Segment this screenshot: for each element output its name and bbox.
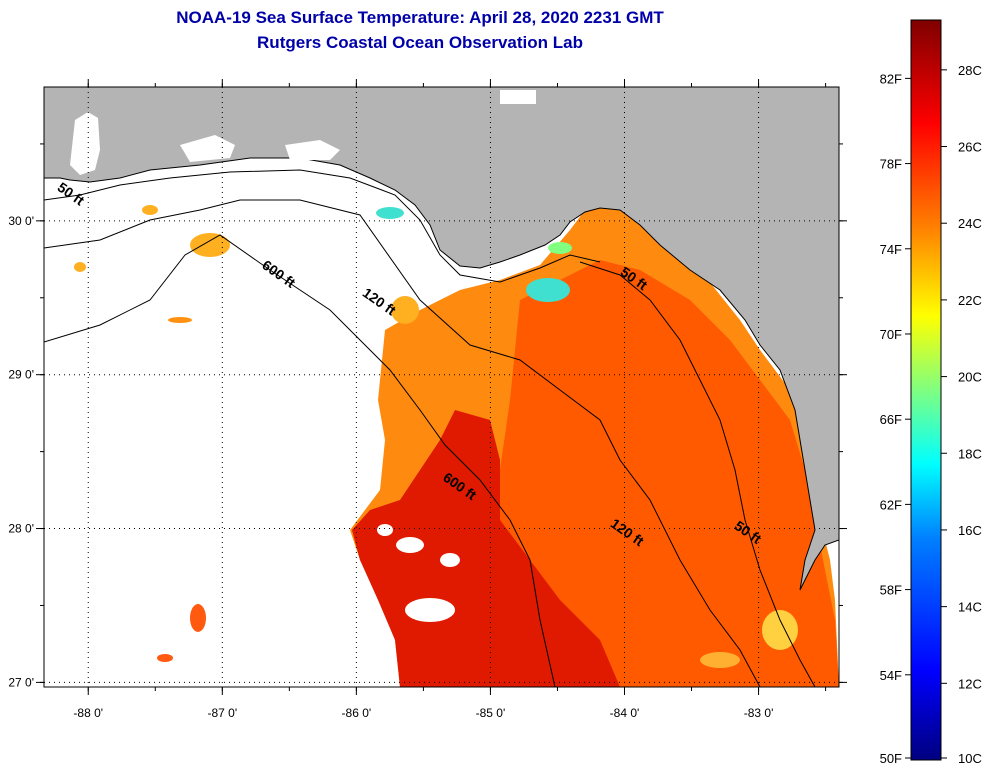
colorbar-fahrenheit-label: 54F (880, 668, 902, 683)
lon-tick-label: -88 0' (73, 706, 103, 720)
cloud-gap (377, 524, 393, 536)
cloud-gap (405, 598, 455, 622)
sst-patch (391, 296, 419, 324)
colorbar-fahrenheit-label: 66F (880, 412, 902, 427)
lon-tick-label: -85 0' (476, 706, 506, 720)
sst-patch (157, 654, 173, 662)
axis-ticks: -88 0' -87 0' -86 0' -85 0' -84 0' -83 0' 27 0… (8, 79, 847, 720)
colorbar-celsius-label: 16C (958, 523, 982, 538)
colorbar-fahrenheit-label: 74F (880, 242, 902, 257)
sst-patch (74, 262, 86, 272)
colorbar-labels: 28C 26C 24C 22C 20C 18C 16C 14C 12C 10C 82F 78F 74F 7… (880, 63, 982, 766)
colorbar-celsius-label: 18C (958, 446, 982, 461)
cloud-over-land (500, 90, 536, 104)
bay-water (285, 140, 340, 160)
cool-water-patch (376, 207, 404, 219)
cloud-gap (440, 553, 460, 567)
bay-water (180, 135, 235, 162)
lon-tick-label: -84 0' (610, 706, 640, 720)
colorbar-fahrenheit-label: 50F (880, 751, 902, 766)
cool-water-patch (526, 278, 570, 302)
bay-water (70, 112, 100, 175)
colorbar-celsius-label: 12C (958, 676, 982, 691)
lat-tick-label: 27 0' (8, 675, 34, 689)
contour-120ft (44, 199, 761, 687)
sst-patch (142, 205, 158, 215)
lat-tick-label: 30 0' (8, 214, 34, 228)
colorbar-fahrenheit-label: 70F (880, 327, 902, 342)
colorbar-celsius-label: 14C (958, 600, 982, 615)
lat-tick-label: 28 0' (8, 522, 34, 536)
lon-tick-label: -83 0' (744, 706, 774, 720)
map-layers (44, 87, 839, 687)
contour-50ft-east (579, 261, 816, 687)
lon-tick-label: -86 0' (342, 706, 372, 720)
contour-50ft-north (44, 169, 601, 283)
colorbar (910, 19, 942, 761)
colorbar-celsius-label: 26C (958, 140, 982, 155)
graticule (44, 87, 839, 687)
sst-patch (190, 233, 230, 257)
map-subtitle: Rutgers Coastal Ocean Observation Lab (257, 33, 583, 52)
colorbar-fahrenheit-label: 82F (880, 71, 902, 86)
colorbar-celsius-label: 20C (958, 370, 982, 385)
lon-tick-label: -87 0' (207, 706, 237, 720)
cool-water-patch (700, 652, 740, 668)
map-frame (43, 86, 840, 688)
colorbar-fahrenheit-label: 58F (880, 583, 902, 598)
contour-600ft (44, 234, 556, 687)
lat-tick-label: 29 0' (8, 368, 34, 382)
cool-water-patch (762, 610, 798, 650)
colorbar-celsius-label: 28C (958, 63, 982, 78)
cool-water-patch (548, 242, 572, 254)
colorbar-fahrenheit-label: 62F (880, 497, 902, 512)
colorbar-celsius-label: 24C (958, 216, 982, 231)
colorbar-fahrenheit-label: 78F (880, 157, 902, 172)
map-title: NOAA-19 Sea Surface Temperature: April 2… (176, 8, 664, 27)
land-mass (44, 87, 839, 591)
cloud-gap (396, 537, 424, 553)
sst-patch (190, 604, 206, 632)
sst-patch (168, 317, 192, 323)
sst-red-orange-region (500, 260, 839, 687)
colorbar-celsius-label: 22C (958, 293, 982, 308)
colorbar-celsius-label: 10C (958, 751, 982, 766)
